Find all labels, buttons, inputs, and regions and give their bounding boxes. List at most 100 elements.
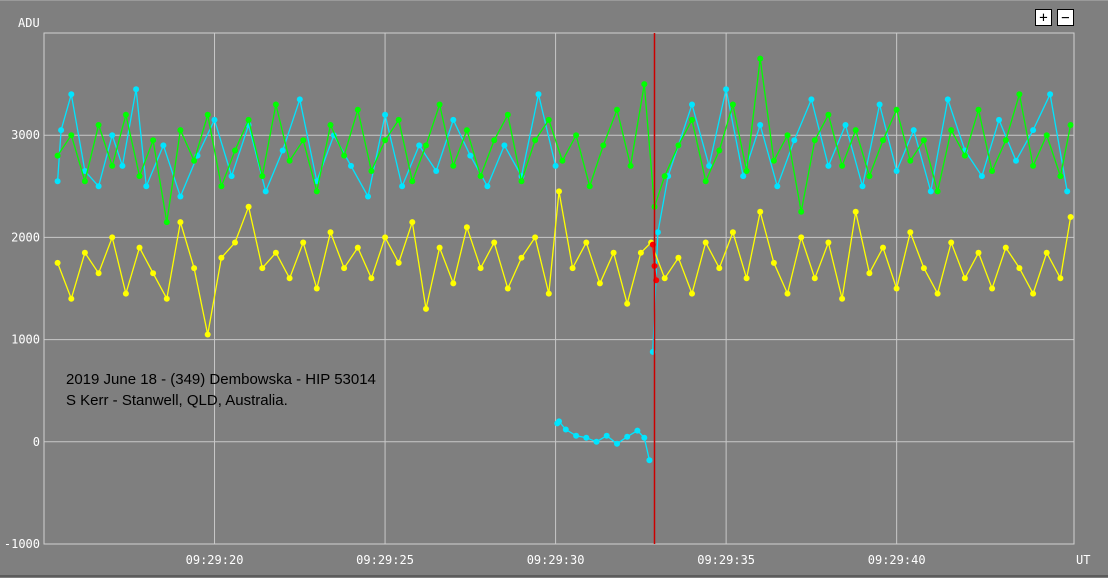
data-point bbox=[163, 295, 170, 302]
data-point bbox=[143, 183, 150, 190]
data-point bbox=[150, 137, 157, 144]
data-point bbox=[880, 137, 886, 144]
data-point bbox=[163, 219, 170, 226]
data-point bbox=[770, 157, 777, 164]
data-point bbox=[545, 116, 552, 123]
data-point bbox=[518, 178, 525, 185]
data-point bbox=[624, 300, 631, 307]
data-point bbox=[646, 457, 653, 464]
data-point bbox=[573, 432, 580, 439]
data-point bbox=[593, 438, 600, 445]
data-point bbox=[603, 432, 610, 439]
data-point bbox=[893, 168, 900, 174]
data-point bbox=[934, 188, 941, 195]
data-point bbox=[54, 178, 61, 185]
data-point bbox=[463, 127, 470, 134]
data-point bbox=[354, 244, 361, 251]
data-point bbox=[259, 265, 266, 272]
data-point bbox=[160, 142, 167, 149]
data-point bbox=[232, 239, 238, 246]
series-group bbox=[54, 55, 1074, 226]
data-point bbox=[989, 285, 996, 292]
data-point bbox=[532, 234, 539, 241]
series-line bbox=[57, 58, 1072, 223]
data-point bbox=[944, 96, 951, 103]
data-point bbox=[600, 142, 607, 149]
data-point bbox=[661, 173, 668, 180]
data-point bbox=[706, 162, 713, 169]
data-point bbox=[934, 290, 941, 297]
axis-ticks: 3000 2000 1000 0 -1000 09:29:20 09:29:25 09:29:… bbox=[4, 128, 926, 567]
data-point bbox=[545, 290, 552, 297]
zoom-out-button[interactable]: − bbox=[1057, 9, 1074, 26]
data-point bbox=[272, 249, 279, 256]
data-point bbox=[341, 265, 348, 272]
data-point bbox=[559, 157, 566, 164]
data-point bbox=[109, 234, 116, 241]
data-point bbox=[368, 168, 375, 174]
data-point bbox=[757, 122, 764, 128]
data-point bbox=[907, 229, 914, 236]
data-point bbox=[927, 188, 934, 195]
data-point bbox=[569, 265, 576, 272]
data-point bbox=[627, 162, 634, 169]
data-point bbox=[757, 55, 764, 62]
data-point bbox=[423, 142, 429, 149]
data-point bbox=[300, 137, 307, 144]
data-point bbox=[634, 427, 641, 434]
data-point bbox=[532, 137, 539, 144]
data-point bbox=[637, 249, 644, 256]
series-group bbox=[54, 86, 1071, 464]
data-point bbox=[262, 188, 269, 195]
data-point bbox=[596, 280, 603, 287]
data-point bbox=[978, 173, 985, 180]
data-point bbox=[354, 106, 361, 113]
series-layer bbox=[54, 55, 1074, 464]
annotation-line-2: S Kerr - Stanwell, QLD, Australia. bbox=[66, 392, 288, 409]
data-point bbox=[341, 152, 348, 159]
data-point bbox=[774, 183, 781, 190]
data-point bbox=[948, 239, 955, 246]
data-point bbox=[409, 178, 416, 185]
x-tick-label: 09:29:30 bbox=[527, 553, 585, 567]
x-tick-label: 09:29:40 bbox=[868, 553, 926, 567]
data-point bbox=[136, 244, 143, 251]
data-point bbox=[811, 275, 818, 282]
y-tick-label: -1000 bbox=[4, 537, 40, 551]
x-tick-label: 09:29:35 bbox=[697, 553, 755, 567]
data-point bbox=[784, 290, 791, 297]
data-point bbox=[245, 116, 252, 123]
y-axis-label: ADU bbox=[18, 16, 40, 30]
data-point bbox=[1057, 173, 1064, 180]
data-point bbox=[228, 173, 235, 180]
data-point bbox=[491, 137, 498, 144]
data-point bbox=[880, 244, 886, 251]
data-point bbox=[95, 270, 102, 277]
data-point bbox=[702, 178, 709, 185]
data-point bbox=[399, 183, 406, 190]
data-point bbox=[463, 224, 470, 231]
data-point bbox=[504, 111, 511, 118]
data-point bbox=[68, 295, 75, 302]
data-point bbox=[467, 152, 474, 159]
series-line bbox=[556, 420, 651, 461]
data-point bbox=[395, 259, 402, 266]
series-group bbox=[54, 188, 1074, 338]
data-point bbox=[177, 193, 184, 200]
data-point bbox=[477, 173, 484, 180]
data-point bbox=[573, 132, 580, 139]
data-point bbox=[996, 116, 1002, 123]
data-point bbox=[839, 162, 846, 169]
data-point bbox=[450, 116, 457, 123]
data-point bbox=[842, 122, 849, 128]
data-point bbox=[798, 208, 805, 215]
data-point bbox=[624, 433, 631, 440]
plot-frame bbox=[43, 32, 1075, 545]
data-point bbox=[661, 275, 668, 282]
data-point bbox=[910, 127, 917, 134]
data-point bbox=[723, 86, 730, 93]
zoom-in-button[interactable]: + bbox=[1035, 9, 1052, 26]
data-point bbox=[313, 188, 320, 195]
data-point bbox=[1030, 290, 1037, 297]
data-point bbox=[1013, 157, 1019, 164]
